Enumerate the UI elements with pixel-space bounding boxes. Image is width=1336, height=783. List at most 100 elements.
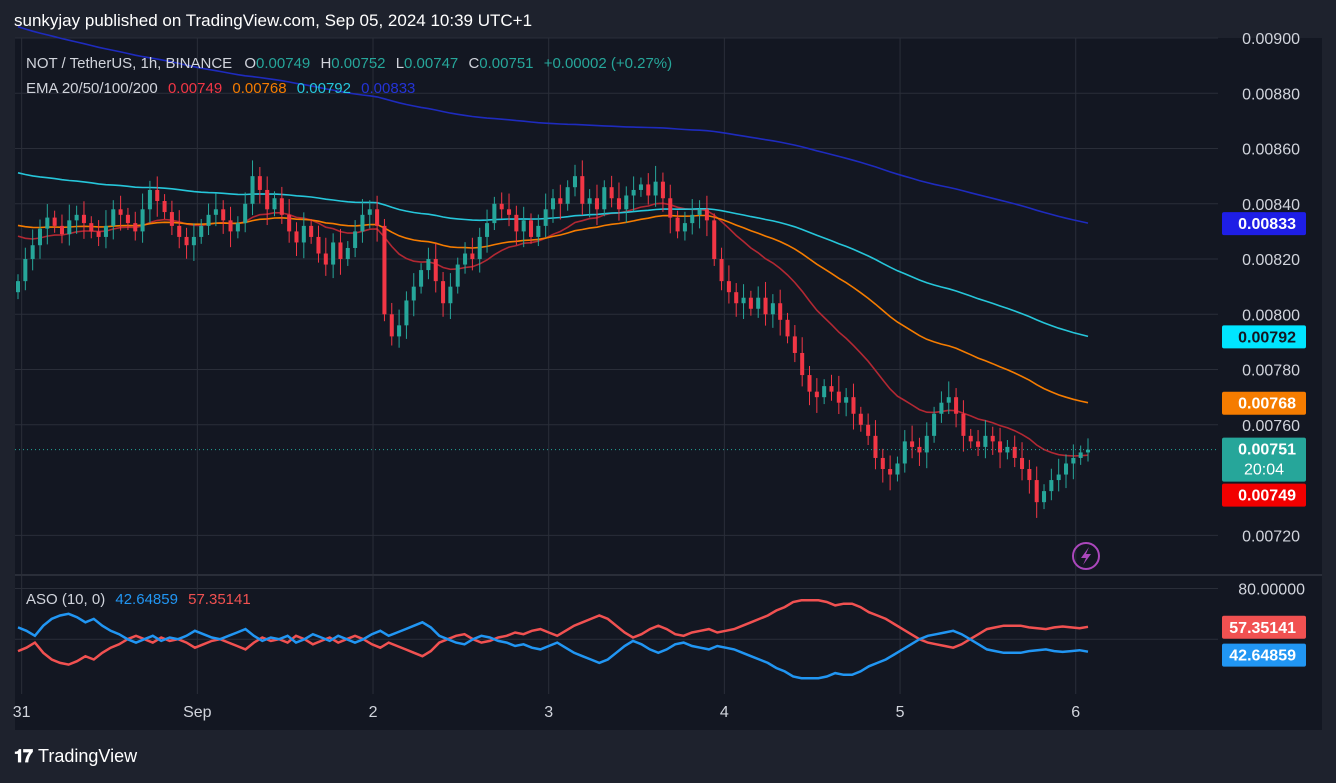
candle-body: [301, 225, 306, 243]
candle-body: [111, 209, 116, 226]
candle-body: [741, 297, 746, 304]
time-axis-label: 2: [369, 704, 378, 721]
candle-body: [433, 259, 438, 282]
candle-body: [81, 214, 86, 224]
candle-body: [770, 303, 775, 315]
ema50-badge[interactable]: [1222, 391, 1306, 415]
candle-body: [133, 223, 138, 232]
candle-body: [1085, 449, 1091, 453]
candle-body: [924, 435, 929, 453]
candle-body: [550, 198, 556, 210]
legend-high-value: 0.00752: [331, 55, 385, 72]
ema-line: [17, 202, 1089, 457]
candle-body: [580, 176, 585, 204]
aso-lines: [17, 599, 1089, 680]
ema200-badge[interactable]: [1222, 212, 1306, 236]
candle-body: [316, 236, 321, 254]
candle-body: [485, 223, 490, 237]
ema100-badge[interactable]: [1222, 325, 1306, 349]
candle-body: [169, 212, 174, 226]
candle-body: [675, 217, 680, 232]
ema20-badge[interactable]: [1222, 483, 1306, 507]
candle-body: [756, 297, 761, 309]
legend-close-label: C: [468, 55, 479, 72]
price-axis-label: 0.00800: [1242, 307, 1300, 324]
candle-body: [389, 314, 394, 337]
candle-body: [682, 223, 687, 232]
last-price-badge[interactable]: [1222, 437, 1306, 482]
candle-body: [213, 209, 218, 215]
candle-body: [103, 225, 108, 237]
candle-body: [228, 220, 233, 232]
aso-panel: [15, 576, 1218, 694]
candle-body: [697, 209, 702, 215]
candle-body: [572, 176, 578, 188]
candle-body: [880, 457, 885, 470]
candle-body: [858, 413, 863, 425]
candle-body: [309, 225, 314, 237]
candle-body: [792, 336, 797, 353]
legend-close-value: 0.00751: [479, 55, 533, 72]
time-axis[interactable]: [15, 694, 1218, 730]
candle-body: [125, 214, 130, 224]
grid-lines: [15, 37, 1218, 694]
candle-body: [67, 220, 72, 235]
legend-low-value: 0.00747: [404, 55, 458, 72]
lightning-icon[interactable]: [1072, 542, 1100, 570]
candle-body: [939, 402, 944, 414]
candle-body: [287, 214, 292, 232]
candle-body: [976, 441, 981, 447]
candle-body: [15, 281, 21, 293]
candle-body: [23, 259, 28, 282]
legend-ema[interactable]: EMA 20/50/100/200 0.00749 0.00768 0.0079…: [26, 80, 415, 97]
aso-bear-badge[interactable]: [1222, 615, 1306, 639]
candle-body: [704, 209, 709, 221]
candle-body: [594, 198, 599, 210]
legend-open-label: O: [244, 55, 256, 72]
candle-body: [1056, 474, 1061, 481]
candle-body: [30, 245, 35, 260]
price-axis-label: 0.00900: [1242, 31, 1300, 48]
ema-line: [17, 25, 1089, 224]
candle-body: [353, 231, 358, 248]
candle-body: [616, 198, 621, 210]
candle-body: [690, 214, 695, 224]
price-axis-label: 0.00840: [1242, 197, 1300, 214]
ema200-badge-text: 0.00833: [1238, 216, 1296, 233]
candle-body: [748, 297, 753, 309]
candle-body: [785, 319, 790, 337]
ema50-badge-text: 0.00768: [1238, 396, 1296, 413]
ema20-badge-text: 0.00749: [1238, 488, 1296, 505]
price-axis-label: 0.00760: [1242, 418, 1300, 435]
candle-body: [719, 259, 724, 282]
ema100-badge-text: 0.00792: [1238, 329, 1296, 346]
price-axis-labels: 0.00900 0.00880 0.00860 0.00840 0.00820 0.008…: [1238, 31, 1305, 598]
time-axis-label: Sep: [183, 704, 212, 721]
candle-body: [609, 187, 614, 199]
candle-body: [250, 176, 255, 204]
aso-line: [17, 612, 1089, 680]
price-axis-label: 0.00720: [1242, 528, 1300, 545]
legend-low-label: L: [396, 55, 404, 72]
candle-body: [660, 181, 665, 199]
candle-body: [499, 203, 504, 210]
legend-ohlc[interactable]: NOT / TetherUS, 1h, BINANCE O0.00749 H0.…: [26, 55, 672, 72]
legend-aso[interactable]: ASO (10, 0) 42.64859 57.35141: [26, 591, 251, 608]
candle-body: [455, 264, 460, 287]
candle-body: [873, 435, 878, 458]
candle-body: [514, 214, 519, 232]
candle-body: [910, 441, 915, 447]
candle-body: [37, 228, 43, 246]
candle-body: [946, 397, 951, 403]
candle-body: [587, 198, 592, 204]
candle-body: [961, 413, 966, 436]
candle-body: [492, 203, 497, 224]
candle-body: [162, 201, 167, 213]
price-axis[interactable]: [1218, 38, 1322, 730]
candle-body: [206, 214, 211, 226]
aso-bull-badge[interactable]: [1222, 643, 1306, 667]
candle-body: [265, 189, 270, 210]
candle-body: [521, 220, 526, 232]
aso-line: [17, 599, 1089, 666]
